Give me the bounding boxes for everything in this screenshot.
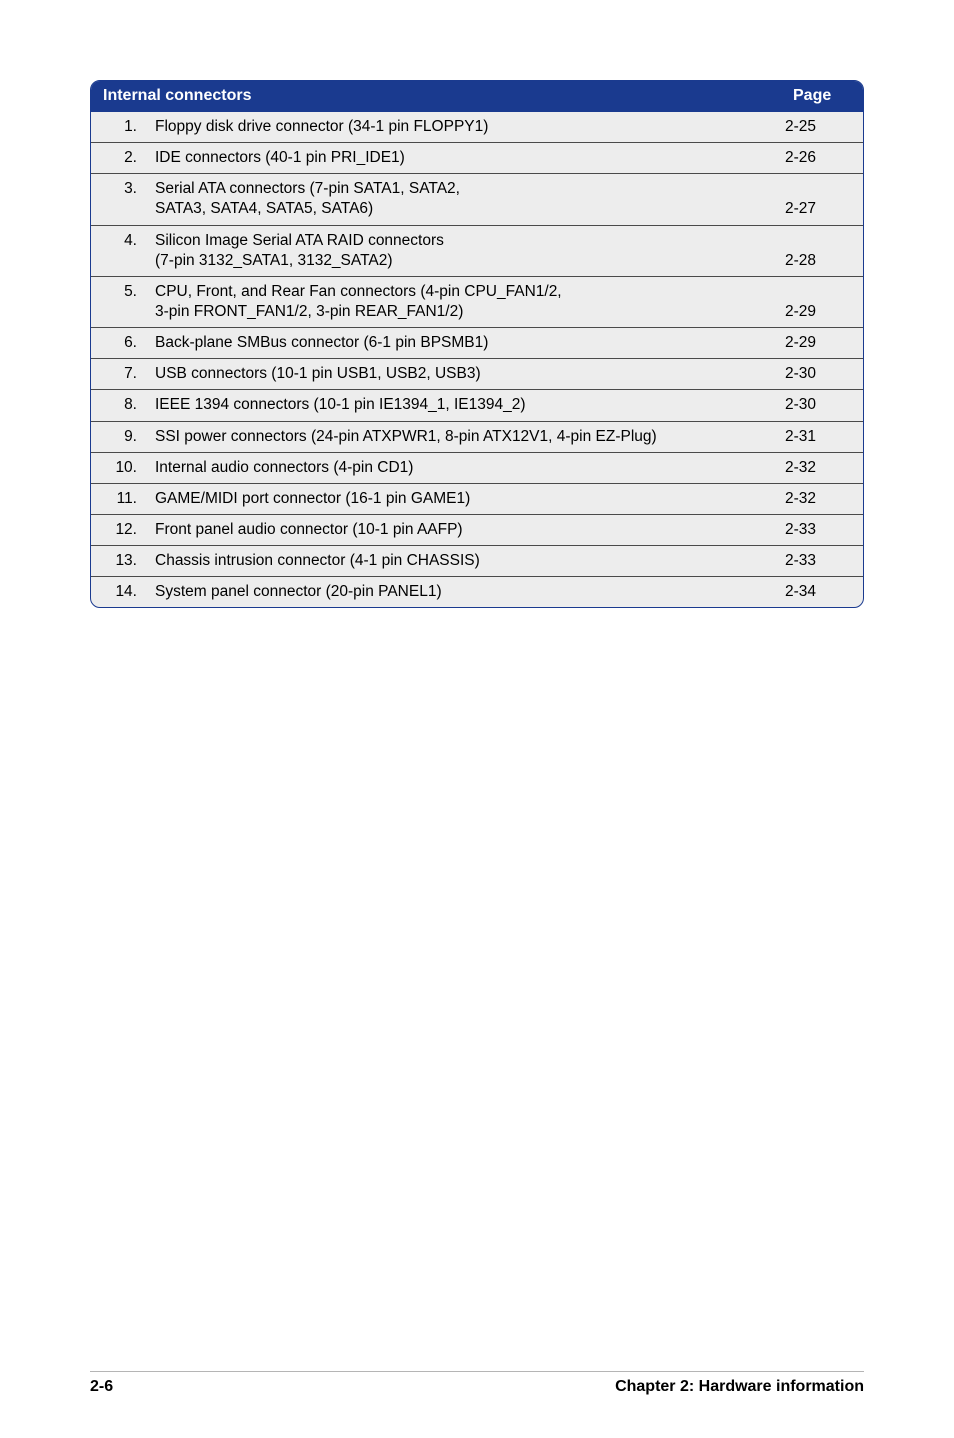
row-page: 2-32 xyxy=(781,484,863,515)
row-description: Floppy disk drive connector (34-1 pin FL… xyxy=(151,112,781,143)
row-number: 5. xyxy=(91,277,151,328)
table-row: 2.IDE connectors (40-1 pin PRI_IDE1)2-26 xyxy=(91,143,863,174)
row-number: 10. xyxy=(91,453,151,484)
table-row: 6.Back-plane SMBus connector (6-1 pin BP… xyxy=(91,328,863,359)
row-page: 2-33 xyxy=(781,515,863,546)
row-page: 2-26 xyxy=(781,143,863,174)
header-page-label: Page xyxy=(781,81,863,112)
table-row: 9.SSI power connectors (24-pin ATXPWR1, … xyxy=(91,422,863,453)
row-page: 2-27 xyxy=(781,174,863,225)
table-row: 14.System panel connector (20-pin PANEL1… xyxy=(91,577,863,607)
table-row: 8.IEEE 1394 connectors (10-1 pin IE1394_… xyxy=(91,390,863,421)
row-description: SSI power connectors (24-pin ATXPWR1, 8-… xyxy=(151,422,781,453)
row-description: System panel connector (20-pin PANEL1) xyxy=(151,577,781,607)
row-description: CPU, Front, and Rear Fan connectors (4-p… xyxy=(151,277,781,328)
row-number: 12. xyxy=(91,515,151,546)
row-description: IDE connectors (40-1 pin PRI_IDE1) xyxy=(151,143,781,174)
row-description: Front panel audio connector (10-1 pin AA… xyxy=(151,515,781,546)
page: Internal connectors Page 1.Floppy disk d… xyxy=(0,0,954,1438)
row-number: 2. xyxy=(91,143,151,174)
row-page: 2-32 xyxy=(781,453,863,484)
row-description: Chassis intrusion connector (4-1 pin CHA… xyxy=(151,546,781,577)
table-row: 11.GAME/MIDI port connector (16-1 pin GA… xyxy=(91,484,863,515)
row-page: 2-30 xyxy=(781,390,863,421)
row-description: Silicon Image Serial ATA RAID connectors… xyxy=(151,226,781,277)
row-description: USB connectors (10-1 pin USB1, USB2, USB… xyxy=(151,359,781,390)
row-page: 2-28 xyxy=(781,226,863,277)
row-number: 3. xyxy=(91,174,151,225)
row-description: Serial ATA connectors (7-pin SATA1, SATA… xyxy=(151,174,781,225)
header-title: Internal connectors xyxy=(91,81,781,112)
table-row: 4.Silicon Image Serial ATA RAID connecto… xyxy=(91,226,863,277)
footer-page-number: 2-6 xyxy=(90,1378,113,1396)
connectors-table: Internal connectors Page 1.Floppy disk d… xyxy=(90,80,864,608)
row-number: 13. xyxy=(91,546,151,577)
row-description: Back-plane SMBus connector (6-1 pin BPSM… xyxy=(151,328,781,359)
row-page: 2-31 xyxy=(781,422,863,453)
row-number: 6. xyxy=(91,328,151,359)
row-description: Internal audio connectors (4-pin CD1) xyxy=(151,453,781,484)
footer-chapter: Chapter 2: Hardware information xyxy=(615,1378,864,1396)
row-page: 2-34 xyxy=(781,577,863,607)
row-number: 7. xyxy=(91,359,151,390)
row-page: 2-25 xyxy=(781,112,863,143)
table-row: 3.Serial ATA connectors (7-pin SATA1, SA… xyxy=(91,174,863,225)
row-number: 4. xyxy=(91,226,151,277)
page-footer: 2-6 Chapter 2: Hardware information xyxy=(90,1371,864,1396)
table-row: 10.Internal audio connectors (4-pin CD1)… xyxy=(91,453,863,484)
table-row: 12.Front panel audio connector (10-1 pin… xyxy=(91,515,863,546)
row-page: 2-29 xyxy=(781,328,863,359)
row-number: 1. xyxy=(91,112,151,143)
table-row: 5.CPU, Front, and Rear Fan connectors (4… xyxy=(91,277,863,328)
row-number: 11. xyxy=(91,484,151,515)
row-page: 2-29 xyxy=(781,277,863,328)
row-page: 2-30 xyxy=(781,359,863,390)
row-description: GAME/MIDI port connector (16-1 pin GAME1… xyxy=(151,484,781,515)
table-header-row: Internal connectors Page xyxy=(91,81,863,112)
row-number: 8. xyxy=(91,390,151,421)
row-number: 14. xyxy=(91,577,151,607)
table-row: 7.USB connectors (10-1 pin USB1, USB2, U… xyxy=(91,359,863,390)
table-row: 1.Floppy disk drive connector (34-1 pin … xyxy=(91,112,863,143)
row-description: IEEE 1394 connectors (10-1 pin IE1394_1,… xyxy=(151,390,781,421)
row-page: 2-33 xyxy=(781,546,863,577)
row-number: 9. xyxy=(91,422,151,453)
table-row: 13.Chassis intrusion connector (4-1 pin … xyxy=(91,546,863,577)
